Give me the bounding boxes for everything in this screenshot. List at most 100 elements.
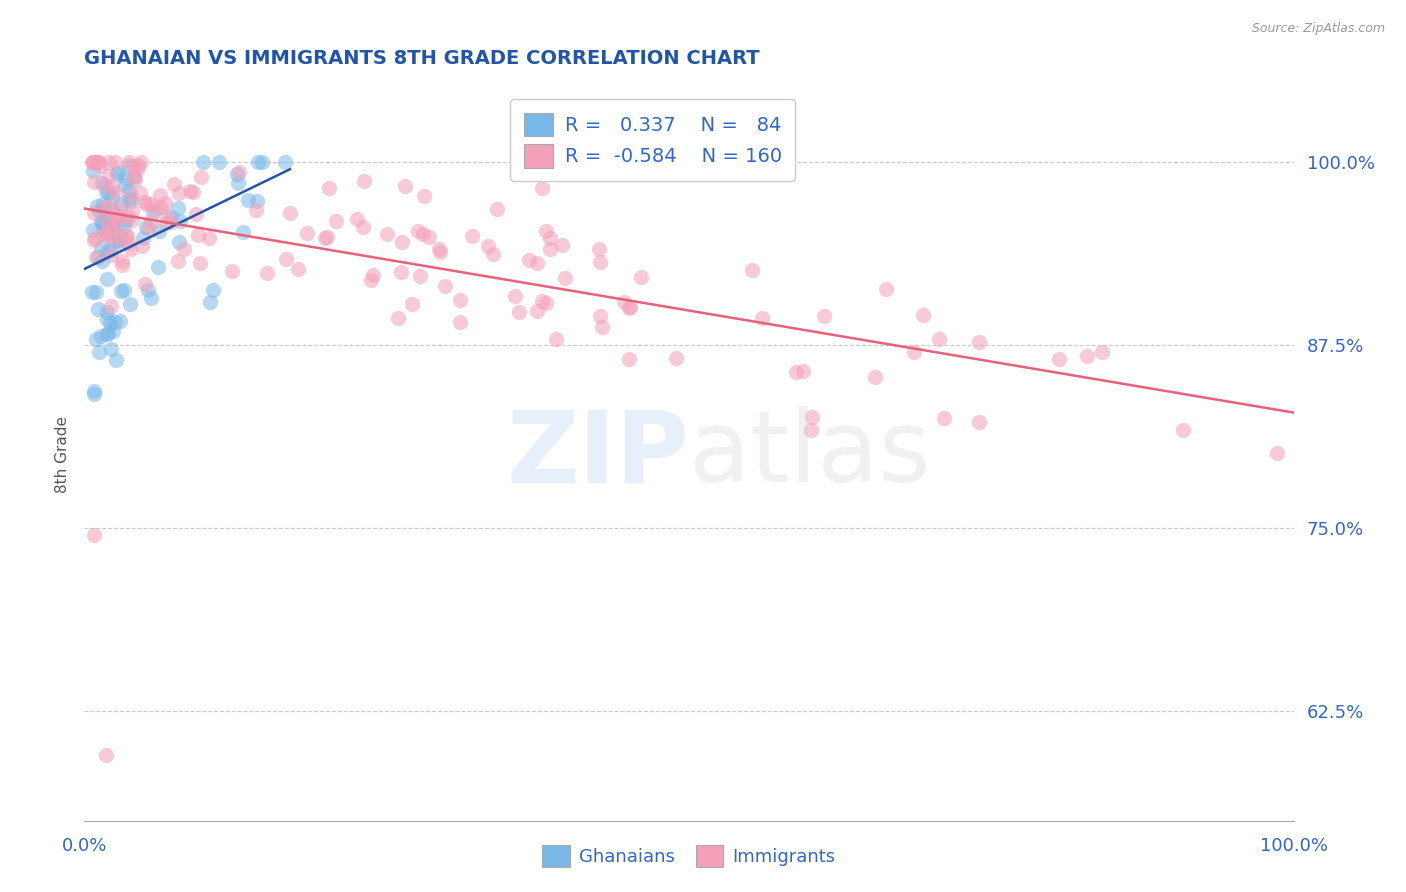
Point xyxy=(617,351,640,366)
Point xyxy=(86,250,108,264)
Point xyxy=(245,202,267,217)
Point xyxy=(87,301,110,316)
Point xyxy=(83,206,105,220)
Point xyxy=(246,194,269,208)
Point xyxy=(121,159,143,173)
Point xyxy=(114,178,136,192)
Point xyxy=(97,326,120,341)
Point xyxy=(90,215,112,229)
Point xyxy=(274,155,297,169)
Point xyxy=(118,158,141,172)
Point xyxy=(226,167,249,181)
Point xyxy=(149,201,172,215)
Point xyxy=(107,209,129,223)
Point xyxy=(121,203,143,218)
Point xyxy=(110,197,132,211)
Point xyxy=(792,364,814,378)
Point xyxy=(118,184,141,198)
Point xyxy=(169,214,191,228)
Point xyxy=(314,231,336,245)
Point xyxy=(96,226,118,240)
Point xyxy=(112,283,135,297)
Point xyxy=(588,309,610,323)
Point xyxy=(108,227,131,242)
Point xyxy=(486,202,509,216)
Point xyxy=(108,314,131,328)
Point xyxy=(136,283,159,297)
Point xyxy=(588,243,610,257)
Text: GHANAIAN VS IMMIGRANTS 8TH GRADE CORRELATION CHART: GHANAIAN VS IMMIGRANTS 8TH GRADE CORRELA… xyxy=(84,49,761,68)
Point xyxy=(186,206,208,220)
Point xyxy=(613,295,636,310)
Point xyxy=(352,220,374,235)
Point xyxy=(181,186,204,200)
Point xyxy=(141,214,163,228)
Point xyxy=(360,273,382,287)
Point xyxy=(1091,345,1114,359)
Point xyxy=(361,268,384,282)
Point xyxy=(1047,351,1070,366)
Point xyxy=(108,235,131,249)
Point xyxy=(103,217,125,231)
Point xyxy=(96,272,118,286)
Point xyxy=(82,155,104,169)
Point xyxy=(135,197,157,211)
Point xyxy=(226,176,249,190)
Point xyxy=(100,180,122,194)
Point xyxy=(83,528,105,542)
Point xyxy=(98,228,121,243)
Point xyxy=(449,293,471,307)
Point xyxy=(101,232,124,246)
Point xyxy=(346,211,368,226)
Point xyxy=(84,285,107,300)
Point xyxy=(412,227,434,242)
Point xyxy=(110,253,132,268)
Point xyxy=(875,282,897,296)
Point xyxy=(134,277,156,291)
Point xyxy=(127,158,149,172)
Point xyxy=(146,260,169,275)
Point xyxy=(155,209,177,223)
Point xyxy=(246,155,269,169)
Point xyxy=(115,228,138,243)
Point xyxy=(481,247,503,261)
Point xyxy=(278,205,301,219)
Point xyxy=(190,169,212,184)
Point xyxy=(93,200,115,214)
Point xyxy=(104,208,127,222)
Point xyxy=(115,213,138,227)
Point xyxy=(617,301,640,316)
Point xyxy=(104,185,127,199)
Point xyxy=(118,155,141,169)
Point xyxy=(108,201,131,215)
Point xyxy=(86,155,108,169)
Point xyxy=(103,324,125,338)
Point xyxy=(179,184,201,198)
Point xyxy=(83,384,105,398)
Point xyxy=(105,353,128,368)
Point xyxy=(375,227,398,241)
Point xyxy=(114,170,136,185)
Point xyxy=(546,332,568,346)
Point xyxy=(87,204,110,219)
Point xyxy=(96,244,118,259)
Point xyxy=(553,271,575,285)
Point xyxy=(408,268,430,283)
Point xyxy=(94,178,117,192)
Point xyxy=(82,164,104,178)
Point xyxy=(87,155,110,169)
Point xyxy=(91,254,114,268)
Point xyxy=(83,175,105,189)
Point xyxy=(387,311,409,326)
Point xyxy=(232,225,254,239)
Point xyxy=(124,169,146,183)
Point xyxy=(89,159,111,173)
Point xyxy=(155,216,177,230)
Point xyxy=(94,212,117,227)
Point xyxy=(97,155,120,169)
Point xyxy=(785,365,807,379)
Point xyxy=(128,186,150,200)
Point xyxy=(202,284,225,298)
Point xyxy=(100,342,122,356)
Point xyxy=(197,231,219,245)
